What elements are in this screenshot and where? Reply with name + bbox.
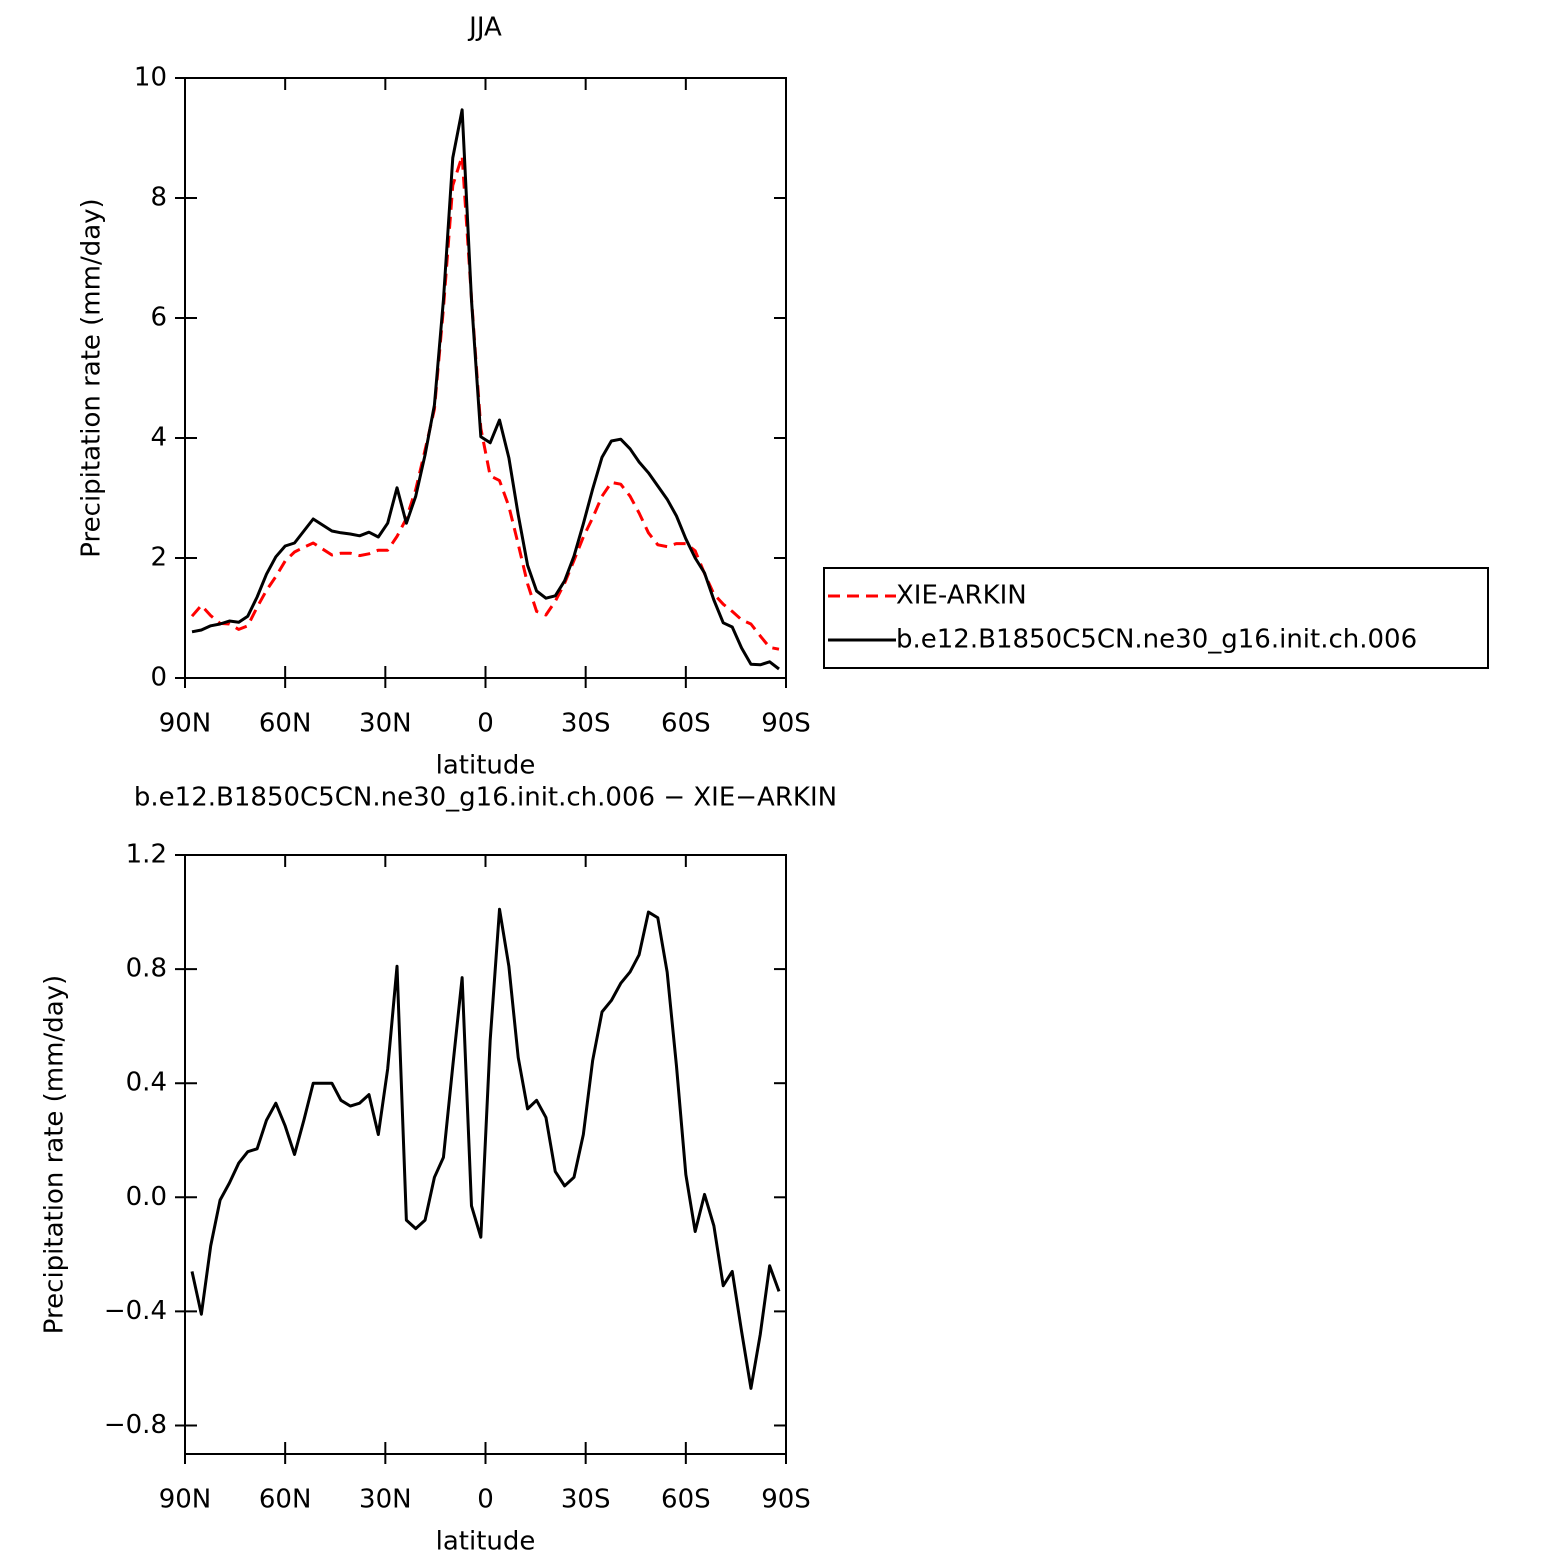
x-tick-label: 90S xyxy=(761,1485,811,1515)
x-tick-label: 30S xyxy=(561,1485,611,1515)
y-tick-label: 0.8 xyxy=(126,954,167,984)
data-line xyxy=(190,154,780,651)
legend-label: XIE-ARKIN xyxy=(896,581,1027,611)
y-tick-label: 2 xyxy=(150,543,167,573)
legend-box xyxy=(823,567,1489,669)
x-axis-label: latitude xyxy=(436,751,536,781)
y-axis-label: Precipitation rate (mm/day) xyxy=(77,198,107,557)
x-tick-label: 60N xyxy=(259,1485,312,1515)
x-tick-label: 30N xyxy=(359,1485,412,1515)
x-tick-label: 0 xyxy=(477,1485,494,1515)
x-tick-label: 0 xyxy=(477,709,494,739)
y-axis-label: Precipitation rate (mm/day) xyxy=(40,975,70,1334)
legend-label: b.e12.B1850C5CN.ne30_g16.init.ch.006 xyxy=(896,625,1417,655)
y-tick-label: 0.0 xyxy=(126,1182,167,1212)
x-tick-label: 30N xyxy=(359,709,412,739)
y-tick-label: −0.8 xyxy=(104,1410,167,1440)
plot-frame xyxy=(184,77,787,679)
y-tick-label: 8 xyxy=(150,183,167,213)
y-tick-label: 6 xyxy=(150,303,167,333)
y-tick-label: 0 xyxy=(150,663,167,693)
x-tick-label: 90N xyxy=(159,709,212,739)
x-tick-label: 60S xyxy=(661,1485,711,1515)
x-tick-label: 90N xyxy=(159,1485,212,1515)
x-axis-label: latitude xyxy=(436,1527,536,1557)
y-tick-label: 10 xyxy=(134,63,167,93)
x-tick-label: 60N xyxy=(259,709,312,739)
data-line xyxy=(190,907,781,1390)
chart-title: JJA xyxy=(467,13,502,43)
data-line xyxy=(191,108,780,671)
x-tick-label: 60S xyxy=(661,709,711,739)
y-tick-label: 1.2 xyxy=(126,840,167,870)
chart-title: b.e12.B1850C5CN.ne30_g16.init.ch.006 − X… xyxy=(134,783,837,813)
y-tick-label: 0.4 xyxy=(126,1068,167,1098)
y-tick-label: 4 xyxy=(150,423,167,453)
y-tick-label: −0.4 xyxy=(104,1296,167,1326)
x-tick-label: 30S xyxy=(561,709,611,739)
x-tick-label: 90S xyxy=(761,709,811,739)
